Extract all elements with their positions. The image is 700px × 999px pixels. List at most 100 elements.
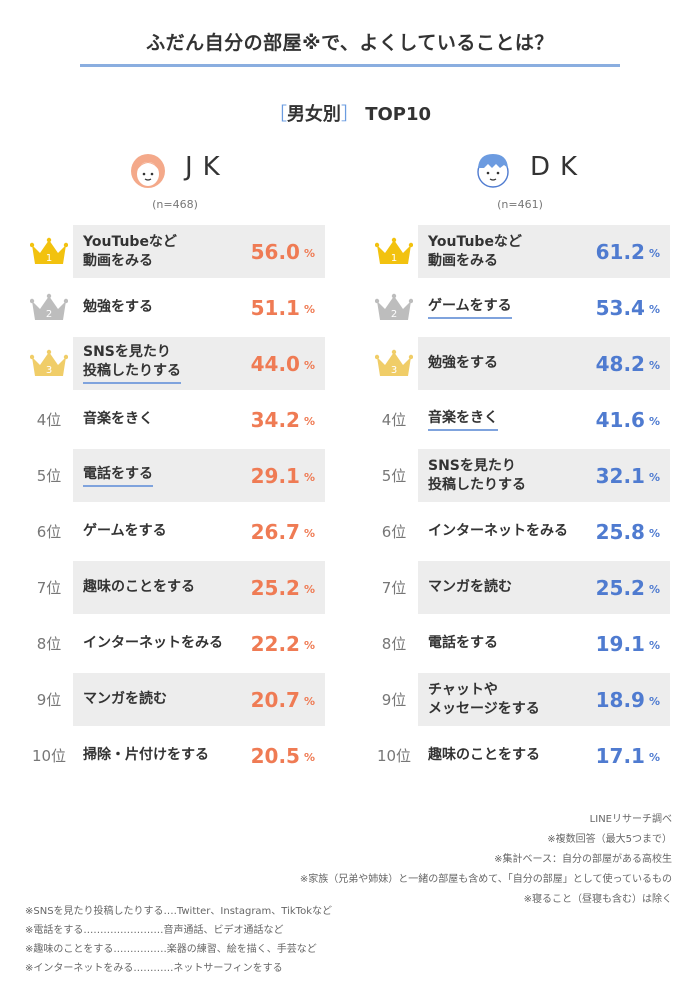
jk-column: JK (n=468) 1 YouTubeなど 動画をみる 56.0% 2 勉強をする 51…	[25, 150, 325, 768]
dk-label: DK	[530, 152, 588, 182]
jk-rank-row: 1 YouTubeなど 動画をみる 56.0%	[25, 225, 325, 278]
value-number: 34.2	[250, 407, 300, 432]
activity-label: 趣味のことをする	[428, 747, 540, 763]
source-notes: LINEリサーチ調べ ※複数回答（最大5つまで） ※集計ベース：自分の部屋がある高校…	[300, 810, 672, 910]
dk-rank-row: 10位 趣味のことをする 17.1%	[370, 729, 670, 782]
jk-rank-row: 6位 ゲームをする 26.7%	[25, 505, 325, 558]
dk-rank-row: 3 勉強をする 48.2%	[370, 337, 670, 390]
crown-rank-number: 2	[391, 309, 397, 320]
percent-sign: %	[303, 583, 315, 596]
percentage-value: 25.2%	[596, 561, 660, 614]
rank-panel: SNSを見たり 投稿したりする 32.1%	[418, 449, 670, 502]
percent-sign: %	[648, 303, 660, 316]
value-number: 53.4	[595, 295, 645, 320]
rank-panel: チャットや メッセージをする 18.9%	[418, 673, 670, 726]
percentage-value: 25.8%	[596, 505, 660, 558]
rank-label: 6位	[381, 523, 407, 541]
value-number: 32.1	[595, 463, 645, 488]
dk-rank-row: 1 YouTubeなど 動画をみる 61.2%	[370, 225, 670, 278]
value-number: 41.6	[595, 407, 645, 432]
dk-rank-row: 5位 SNSを見たり 投稿したりする 32.1%	[370, 449, 670, 502]
percentage-value: 18.9%	[596, 673, 660, 726]
rank-panel: 趣味のことをする 17.1%	[418, 729, 670, 782]
rank-panel: ゲームをする 26.7%	[73, 505, 325, 558]
note-line: ※寝ること（昼寝も含む）は除く	[523, 894, 672, 905]
dk-header: DK (n=461)	[370, 150, 670, 225]
percentage-value: 48.2%	[596, 337, 660, 390]
percent-sign: %	[303, 303, 315, 316]
rank-panel: マンガを読む 20.7%	[73, 673, 325, 726]
value-number: 51.1	[250, 295, 300, 320]
rank-panel: 電話をする 19.1%	[418, 617, 670, 670]
value-number: 18.9	[595, 687, 645, 712]
crown-rank-number: 3	[46, 365, 52, 376]
crown-icon: 1	[30, 237, 68, 264]
value-number: 44.0	[250, 351, 300, 376]
rank-panel: ゲームをする 53.4%	[418, 281, 670, 334]
percent-sign: %	[303, 471, 315, 484]
rank-panel: SNSを見たり 投稿したりする 44.0%	[73, 337, 325, 390]
rank-label: 9位	[381, 691, 407, 709]
value-number: 22.2	[250, 631, 300, 656]
rank-label: 1	[370, 225, 418, 278]
rank-label: 10位	[376, 747, 412, 765]
dk-rank-row: 8位 電話をする 19.1%	[370, 617, 670, 670]
percentage-value: 61.2%	[596, 225, 660, 278]
percentage-value: 34.2%	[251, 393, 315, 446]
percent-sign: %	[303, 247, 315, 260]
value-number: 25.2	[595, 575, 645, 600]
percentage-value: 32.1%	[596, 449, 660, 502]
percentage-value: 26.7%	[251, 505, 315, 558]
crown-icon: 2	[375, 293, 413, 320]
percent-sign: %	[303, 695, 315, 708]
percentage-value: 17.1%	[596, 729, 660, 782]
percentage-value: 19.1%	[596, 617, 660, 670]
rank-panel: YouTubeなど 動画をみる 56.0%	[73, 225, 325, 278]
value-number: 19.1	[595, 631, 645, 656]
percent-sign: %	[303, 359, 315, 372]
dk-ranking-list: 1 YouTubeなど 動画をみる 61.2% 2 ゲームをする 53.4% 3 勉強をする 4…	[370, 225, 670, 785]
crown-rank-number: 1	[391, 253, 397, 264]
activity-label: YouTubeなど 動画をみる	[428, 233, 522, 269]
percent-sign: %	[648, 247, 660, 260]
activity-label: SNSを見たり 投稿したりする	[83, 337, 181, 390]
percent-sign: %	[648, 751, 660, 764]
rank-label: 5位	[36, 467, 62, 485]
percent-sign: %	[648, 695, 660, 708]
percentage-value: 44.0%	[251, 337, 315, 390]
rank-panel: 電話をする 29.1%	[73, 449, 325, 502]
percentage-value: 51.1%	[251, 281, 315, 334]
jk-rank-row: 8位 インターネットをみる 22.2%	[25, 617, 325, 670]
percentage-value: 25.2%	[251, 561, 315, 614]
jk-header: JK (n=468)	[25, 150, 325, 225]
value-number: 20.7	[250, 687, 300, 712]
crown-rank-number: 2	[46, 309, 52, 320]
percentage-value: 20.7%	[251, 673, 315, 726]
percentage-value: 41.6%	[596, 393, 660, 446]
percentage-value: 20.5%	[251, 729, 315, 782]
title-underline	[80, 64, 620, 67]
percent-sign: %	[648, 471, 660, 484]
percent-sign: %	[648, 415, 660, 428]
dk-rank-row: 4位 音楽をきく 41.6%	[370, 393, 670, 446]
jk-rank-row: 7位 趣味のことをする 25.2%	[25, 561, 325, 614]
boy-face-icon	[477, 154, 509, 188]
note-line: ※複数回答（最大5つまで）	[547, 834, 672, 845]
rank-label: 6位	[36, 523, 62, 541]
subtitle-suffix: TOP10	[365, 104, 432, 125]
note-line: ※家族（兄弟や姉妹）と一緒の部屋も含めて、「自分の部屋」として使っているもの	[299, 874, 672, 885]
activity-label: 音楽をきく	[83, 411, 153, 427]
note-line: ※電話をする‥‥‥‥‥‥‥‥‥‥‥‥音声通話、ビデオ通話など	[25, 925, 284, 936]
jk-label: JK	[185, 152, 230, 182]
rank-label: 3	[25, 337, 73, 390]
activity-label: 勉強をする	[428, 355, 498, 371]
note-line: ※集計ベース：自分の部屋がある高校生	[494, 854, 672, 865]
activity-label: 趣味のことをする	[83, 579, 195, 595]
note-line: ※趣味のことをする‥‥‥‥‥‥‥‥楽器の練習、絵を描く、手芸など	[25, 944, 317, 955]
dk-rank-row: 7位 マンガを読む 25.2%	[370, 561, 670, 614]
activity-label: 音楽をきく	[428, 393, 498, 446]
rank-panel: インターネットをみる 22.2%	[73, 617, 325, 670]
rank-label: 7位	[381, 579, 407, 597]
rank-label: 1	[25, 225, 73, 278]
crown-rank-number: 3	[391, 365, 397, 376]
